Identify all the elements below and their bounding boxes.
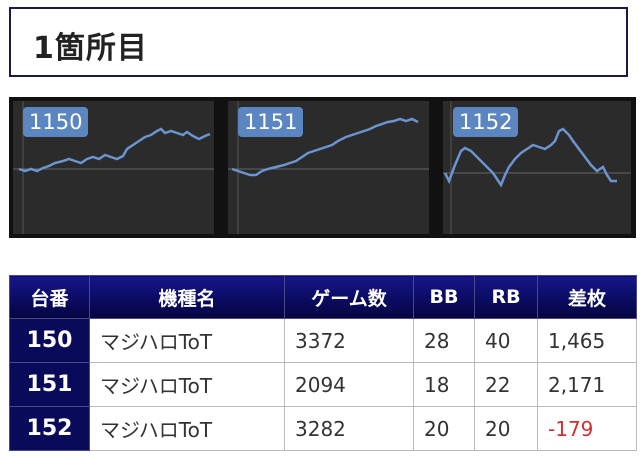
game-count: 3372 <box>284 318 414 363</box>
graph-1152-plot <box>443 101 631 234</box>
graph-panel: 1150 1151 1152 <box>9 97 636 238</box>
diff-value: 1,465 <box>537 318 637 363</box>
table-row[interactable]: 150 マジハロToT 3372 28 40 1,465 <box>9 318 637 363</box>
model-name: マジハロToT <box>89 318 285 363</box>
model-name: マジハロToT <box>89 406 285 451</box>
machine-data-table: 台番 機種名 ゲーム数 BB RB 差枚 150 マジハロToT 3372 28… <box>9 275 637 451</box>
title-box: 1箇所目 <box>9 7 628 77</box>
table-row[interactable]: 151 マジハロToT 2094 18 22 2,171 <box>9 362 637 407</box>
page-title: 1箇所目 <box>33 31 148 66</box>
graph-label-1151: 1151 <box>238 107 304 137</box>
table-row[interactable]: 152 マジハロToT 3282 20 20 -179 <box>9 406 637 451</box>
bb-count: 28 <box>413 318 475 363</box>
game-count: 3282 <box>284 406 414 451</box>
col-header-rb[interactable]: RB <box>474 275 538 319</box>
diff-value: 2,171 <box>537 362 637 407</box>
graph-1150[interactable]: 1150 <box>13 101 214 234</box>
table-header-row: 台番 機種名 ゲーム数 BB RB 差枚 <box>9 275 637 319</box>
col-header-number[interactable]: 台番 <box>9 275 90 319</box>
rb-count: 40 <box>474 318 538 363</box>
col-header-bb[interactable]: BB <box>413 275 475 319</box>
rb-count: 20 <box>474 406 538 451</box>
machine-number[interactable]: 151 <box>9 362 90 407</box>
col-header-diff[interactable]: 差枚 <box>537 275 637 319</box>
rb-count: 22 <box>474 362 538 407</box>
model-name: マジハロToT <box>89 362 285 407</box>
graph-1151[interactable]: 1151 <box>228 101 429 234</box>
game-count: 2094 <box>284 362 414 407</box>
bb-count: 20 <box>413 406 475 451</box>
diff-value-negative: -179 <box>537 406 637 451</box>
bb-count: 18 <box>413 362 475 407</box>
graph-label-1150: 1150 <box>23 107 89 137</box>
machine-number[interactable]: 152 <box>9 406 90 451</box>
machine-number[interactable]: 150 <box>9 318 90 363</box>
col-header-games[interactable]: ゲーム数 <box>284 275 414 319</box>
graph-label-1152: 1152 <box>453 107 519 137</box>
col-header-model[interactable]: 機種名 <box>89 275 285 319</box>
graph-1152[interactable]: 1152 <box>443 101 631 234</box>
